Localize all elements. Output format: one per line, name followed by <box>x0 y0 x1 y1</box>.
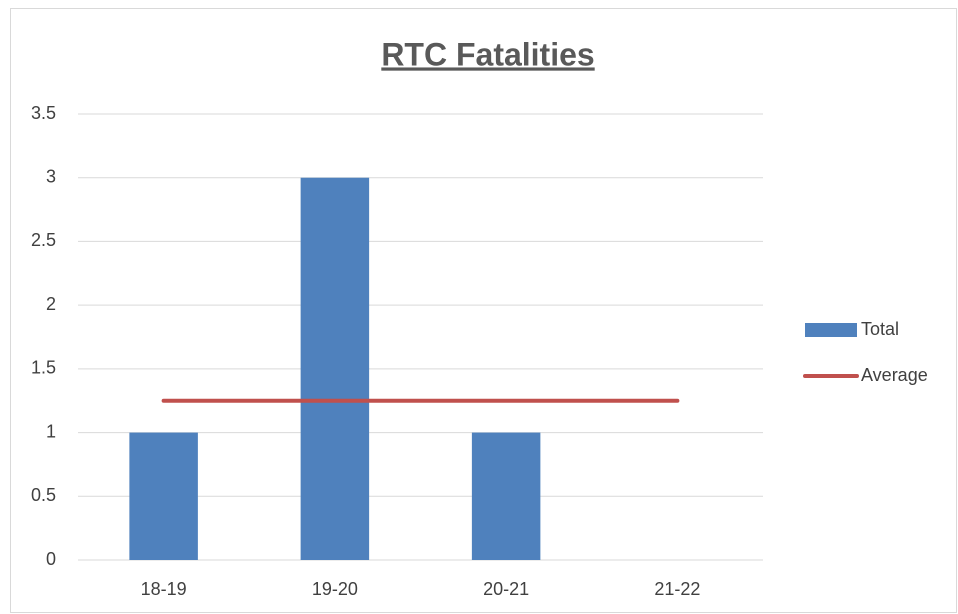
bar <box>471 432 541 560</box>
y-tick-label: 1.5 <box>31 358 56 378</box>
x-tick-label: 19-20 <box>312 579 358 599</box>
bar <box>300 177 370 560</box>
legend-label: Average <box>861 365 928 385</box>
y-tick-label: 2.5 <box>31 230 56 250</box>
legend-label: Total <box>861 319 899 339</box>
y-tick-label: 0 <box>46 549 56 569</box>
x-tick-label: 20-21 <box>483 579 529 599</box>
y-tick-label: 1 <box>46 421 56 441</box>
y-tick-label: 3.5 <box>31 103 56 123</box>
x-tick-label: 18-19 <box>141 579 187 599</box>
x-tick-label: 21-22 <box>654 579 700 599</box>
chart-title: RTC Fatalities <box>381 36 594 72</box>
bar <box>129 432 198 560</box>
y-tick-label: 0.5 <box>31 485 56 505</box>
y-tick-label: 2 <box>46 294 56 314</box>
legend-swatch <box>805 323 857 337</box>
y-tick-label: 3 <box>46 166 56 186</box>
